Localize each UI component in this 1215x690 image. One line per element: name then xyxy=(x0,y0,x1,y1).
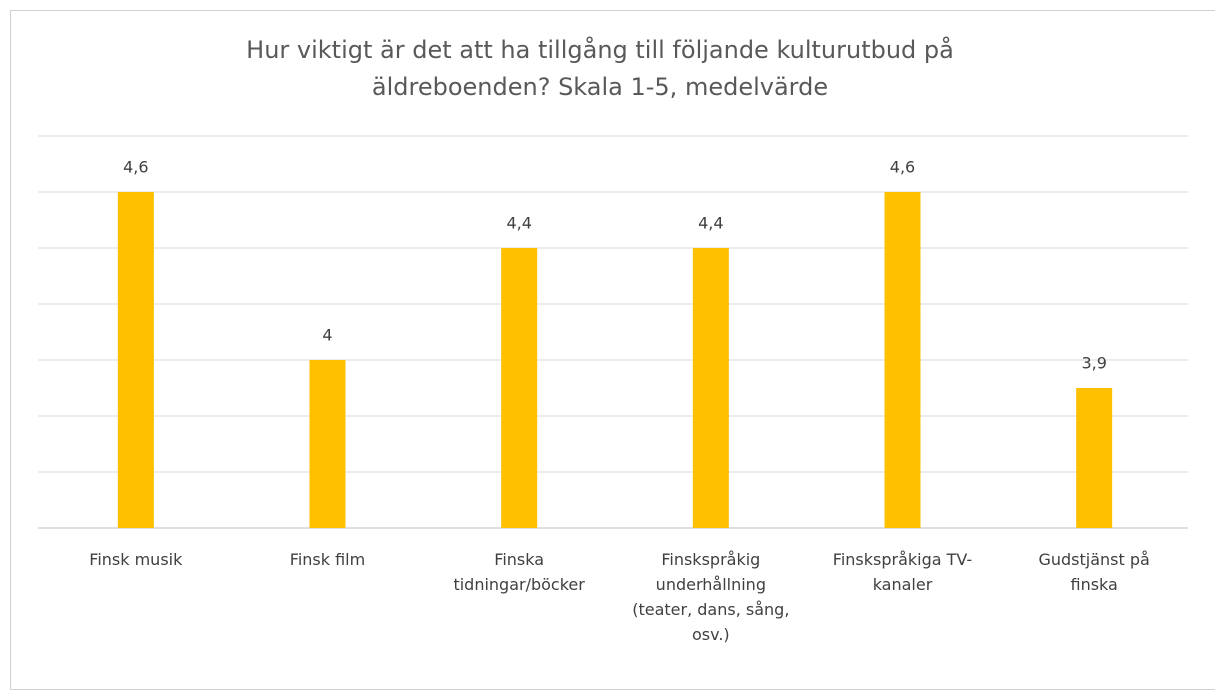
page: Hur viktigt är det att ha tillgång till … xyxy=(10,10,1215,690)
x-tick-label: Finsk film xyxy=(289,550,366,569)
bar xyxy=(884,192,921,528)
data-label: 4,6 xyxy=(890,158,915,177)
x-tick-label: Finska tidningar/böcker xyxy=(453,550,585,594)
x-tick-label: Finskspråkig underhållning (teater, dans… xyxy=(632,550,790,644)
data-label: 4 xyxy=(322,326,332,345)
bar xyxy=(501,248,538,528)
bar xyxy=(117,192,154,528)
x-tick-label: Finskspråkiga TV-kanaler xyxy=(832,550,973,594)
bar xyxy=(309,360,346,528)
bar xyxy=(692,248,729,528)
x-tick-label: Gudstjänst på finska xyxy=(1038,550,1150,594)
data-label: 4,4 xyxy=(506,214,531,233)
bar xyxy=(1076,388,1113,528)
x-tick-label: Finsk musik xyxy=(89,550,183,569)
chart-title: Hur viktigt är det att ha tillgång till … xyxy=(246,36,954,101)
data-label: 4,4 xyxy=(698,214,723,233)
data-label: 3,9 xyxy=(1081,354,1106,373)
chart: 4,6 4 4,4 4,4 4,6 3,9 xyxy=(38,135,1188,529)
data-label: 4,6 xyxy=(123,158,148,177)
